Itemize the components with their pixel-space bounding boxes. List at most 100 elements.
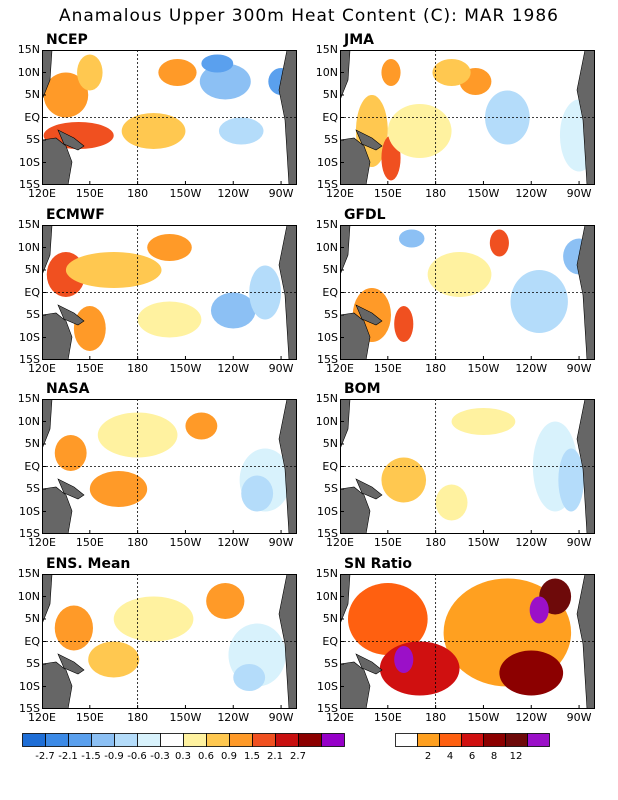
land-mass [355, 129, 383, 151]
colorbar-swatch [417, 733, 440, 747]
lat-tick-label: EQ [322, 459, 338, 473]
lat-tick-label: 15N [315, 218, 338, 231]
contour-region [199, 63, 251, 100]
lat-tick-label: 5S [324, 308, 338, 321]
colorbar-swatch [114, 733, 138, 747]
lat-tick-label: 10N [17, 240, 40, 254]
panel-title: GFDL [344, 207, 386, 223]
colorbar-swatch [298, 733, 322, 747]
lon-tick-label: 150W [467, 187, 500, 200]
colorbar-swatch [275, 733, 299, 747]
lat-tick-label: 10S [317, 504, 338, 518]
lon-tick-label: 150E [373, 187, 402, 200]
contour-region [499, 650, 564, 696]
colorbar-label: -0.9 [104, 751, 124, 762]
lat-tick-label: 5N [24, 263, 40, 276]
lon-tick-label: 150W [169, 536, 202, 549]
lat-tick-label: 5S [26, 308, 40, 321]
lat-tick-label: 10S [317, 679, 338, 693]
map-panel: SN Ratio 15N 10N 5N EQ 5S 10S 15S 120E 150E 180 150… [298, 556, 608, 728]
contour-region [394, 646, 414, 673]
figure-title: Anamalous Upper 300m Heat Content (C): M… [58, 6, 560, 26]
contour-region [218, 117, 264, 145]
lat-tick-label: 15S [317, 527, 338, 540]
contour-region [485, 90, 530, 145]
lon-tick-label: 180 [425, 711, 447, 724]
lat-tick-label: 10S [19, 330, 40, 344]
lat-tick-label: 5N [322, 88, 338, 101]
lon-tick-label: 120E [326, 187, 354, 200]
land-mass [57, 653, 85, 675]
colorbar-swatch [439, 733, 462, 747]
colorbar-label: 0.6 [198, 751, 214, 762]
lat-tick-label: 5S [26, 657, 40, 670]
land-mass [57, 129, 85, 151]
lon-tick-label: 150W [169, 187, 202, 200]
land-mass [355, 304, 383, 326]
lon-tick-label: 150E [373, 362, 402, 375]
lon-tick-label: 120W [515, 711, 548, 724]
lon-tick-label: 120W [217, 711, 250, 724]
map-plot [340, 399, 595, 534]
colorbar-label: 12 [509, 751, 523, 762]
colorbar-swatch [22, 733, 46, 747]
contour-region [249, 265, 282, 320]
lat-tick-label: 5S [26, 482, 40, 495]
panel-title: JMA [344, 32, 374, 48]
colorbar-label: 8 [490, 751, 498, 762]
lon-tick-label: 150E [373, 711, 402, 724]
lat-tick-label: 15S [317, 178, 338, 191]
lat-tick-label: 15N [315, 392, 338, 405]
map-plot [340, 574, 595, 709]
map-panel: ECMWF 15N 10N 5N EQ 5S 10S 15S 120E 150E 180 150W 12… [0, 207, 310, 379]
lon-tick-label: 120W [515, 187, 548, 200]
contour-region [381, 59, 401, 86]
map-panel: BOM 15N 10N 5N EQ 5S 10S 15S 120E 150E 180 150W 120W… [298, 381, 608, 553]
land-mass [340, 399, 351, 450]
colorbar-swatch [137, 733, 161, 747]
land-mass [340, 137, 371, 185]
lon-tick-label: 150W [467, 536, 500, 549]
contour-region [113, 596, 194, 642]
contour-region [121, 113, 186, 149]
lon-tick-label: 120E [28, 711, 56, 724]
lat-tick-label: 10N [17, 414, 40, 428]
lat-tick-label: EQ [322, 110, 338, 124]
colorbar-label: -0.3 [150, 751, 170, 762]
contour-region [398, 229, 425, 248]
land-mass [42, 486, 73, 534]
lon-tick-label: 150E [75, 711, 104, 724]
colorbar-label: 2.7 [290, 751, 306, 762]
lon-tick-label: 90W [566, 536, 592, 549]
contour-region [73, 306, 106, 351]
lat-tick-label: 15N [315, 43, 338, 56]
lon-tick-label: 120W [217, 362, 250, 375]
colorbar-swatch [91, 733, 115, 747]
land-mass [340, 661, 371, 709]
lat-tick-label: 5N [322, 263, 338, 276]
map-plot [42, 574, 297, 709]
lat-tick-label: 10N [315, 414, 338, 428]
land-mass [42, 137, 73, 185]
lat-tick-label: 5S [324, 482, 338, 495]
colorbar-swatch [483, 733, 506, 747]
lon-tick-label: 150E [75, 187, 104, 200]
land-mass [355, 653, 383, 675]
colorbar-label: 2.1 [267, 751, 283, 762]
lat-tick-label: 10S [19, 504, 40, 518]
contour-region [77, 54, 103, 91]
lon-tick-label: 150E [75, 536, 104, 549]
lat-tick-label: 15N [315, 567, 338, 580]
contour-region [89, 471, 148, 507]
colorbar-swatch [68, 733, 92, 747]
lat-tick-label: 5N [322, 437, 338, 450]
lon-tick-label: 90W [566, 187, 592, 200]
colorbar-label: -1.5 [81, 751, 101, 762]
land-mass [42, 574, 53, 625]
lon-tick-label: 150W [169, 711, 202, 724]
map-plot [42, 50, 297, 185]
contour-region [387, 104, 452, 158]
lat-tick-label: 15S [19, 178, 40, 191]
lon-tick-label: 150E [75, 362, 104, 375]
colorbar-swatch [527, 733, 550, 747]
